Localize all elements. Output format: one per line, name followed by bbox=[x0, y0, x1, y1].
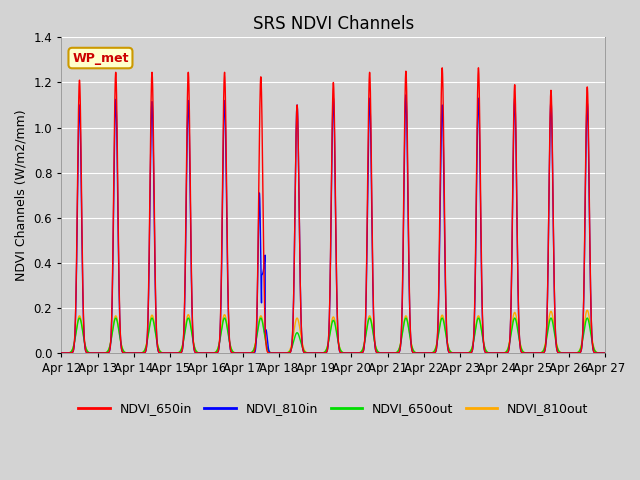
NDVI_650in bbox=[486, 350, 493, 356]
NDVI_650out bbox=[76, 315, 83, 321]
Y-axis label: NDVI Channels (W/m2/mm): NDVI Channels (W/m2/mm) bbox=[15, 109, 28, 281]
Legend: NDVI_650in, NDVI_810in, NDVI_650out, NDVI_810out: NDVI_650in, NDVI_810in, NDVI_650out, NDV… bbox=[74, 397, 593, 420]
Line: NDVI_810in: NDVI_810in bbox=[61, 95, 605, 353]
NDVI_650out bbox=[602, 350, 609, 356]
NDVI_650in bbox=[408, 348, 416, 354]
NDVI_650out bbox=[408, 345, 416, 351]
NDVI_810out bbox=[600, 350, 607, 356]
NDVI_810in bbox=[486, 350, 493, 356]
Text: WP_met: WP_met bbox=[72, 51, 129, 64]
NDVI_810in bbox=[402, 92, 410, 98]
Line: NDVI_650out: NDVI_650out bbox=[61, 318, 605, 353]
NDVI_810out bbox=[602, 350, 609, 356]
NDVI_810in bbox=[408, 349, 416, 355]
NDVI_810in bbox=[58, 350, 65, 356]
Line: NDVI_810out: NDVI_810out bbox=[61, 310, 605, 353]
NDVI_810out bbox=[261, 334, 269, 339]
NDVI_650out bbox=[261, 335, 269, 341]
NDVI_810out bbox=[584, 307, 591, 313]
NDVI_650out bbox=[486, 350, 493, 356]
NDVI_650in bbox=[261, 319, 269, 324]
NDVI_650in bbox=[168, 350, 176, 356]
NDVI_810in bbox=[241, 350, 249, 356]
NDVI_810out bbox=[174, 350, 182, 356]
NDVI_650out bbox=[174, 350, 182, 356]
Title: SRS NDVI Channels: SRS NDVI Channels bbox=[253, 15, 414, 33]
NDVI_650in bbox=[58, 350, 65, 356]
NDVI_650out bbox=[168, 350, 176, 356]
Line: NDVI_650in: NDVI_650in bbox=[61, 68, 605, 353]
NDVI_810in bbox=[168, 350, 176, 356]
NDVI_810out bbox=[408, 345, 416, 350]
NDVI_810in bbox=[261, 253, 269, 259]
NDVI_650in bbox=[602, 350, 609, 356]
NDVI_810out bbox=[168, 350, 176, 356]
NDVI_810out bbox=[58, 350, 65, 356]
NDVI_650in bbox=[174, 350, 182, 356]
NDVI_810in bbox=[600, 350, 607, 356]
NDVI_810in bbox=[174, 350, 182, 356]
NDVI_650in bbox=[475, 65, 483, 71]
NDVI_650out bbox=[58, 350, 65, 356]
NDVI_810in bbox=[602, 350, 609, 356]
NDVI_810out bbox=[486, 350, 493, 356]
NDVI_650in bbox=[600, 350, 607, 356]
NDVI_650out bbox=[600, 350, 607, 356]
